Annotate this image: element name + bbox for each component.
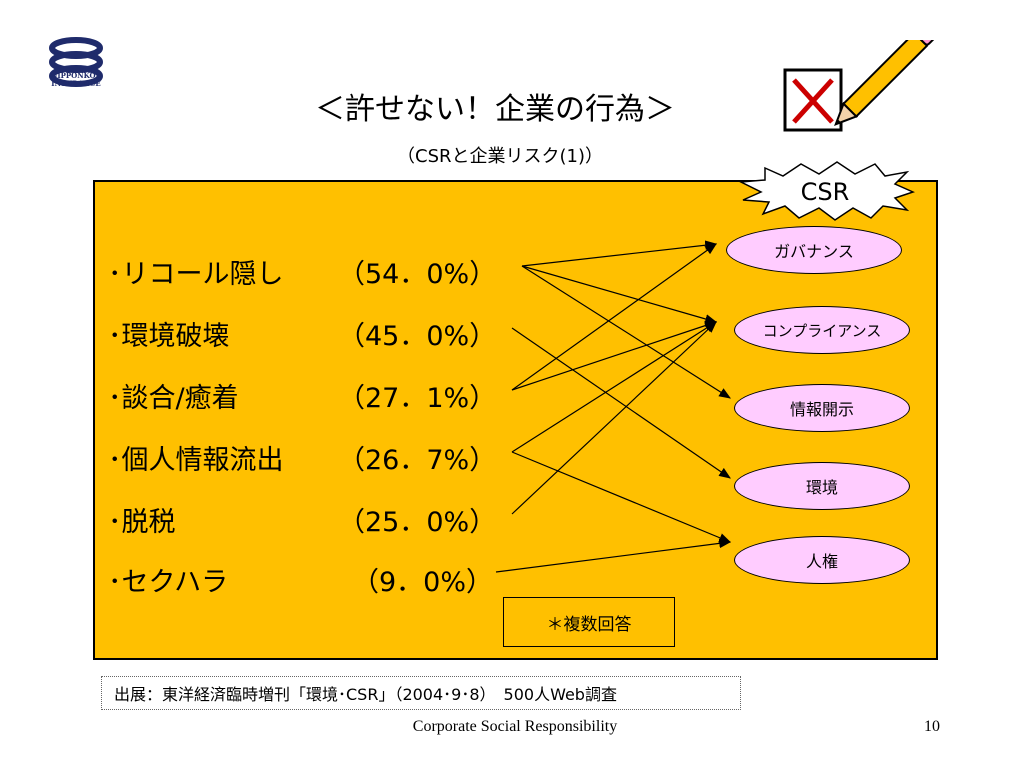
checkbox-cross-pencil-icon — [783, 40, 937, 132]
page-number: 10 — [924, 718, 940, 735]
risk-percent: （25．0%） — [338, 507, 497, 538]
risk-label: ･談合/癒着 — [108, 383, 239, 414]
connector-arrow — [511, 321, 717, 515]
connector-arrow — [511, 327, 731, 479]
company-logo-icon — [49, 37, 103, 87]
category-oval: 情報開示 — [734, 384, 910, 432]
connector-arrow — [521, 265, 732, 399]
footer-text: Corporate Social Responsibility — [412, 718, 618, 735]
category-oval: 人権 — [734, 536, 910, 584]
connector-arrow — [495, 538, 732, 573]
risk-percent: （26．7%） — [338, 445, 497, 476]
risk-percent: （9．0%） — [352, 567, 494, 598]
category-oval: 環境 — [734, 462, 910, 510]
multiple-answers-note: ＊複数回答 — [503, 597, 675, 647]
risk-label: ･脱税 — [108, 507, 176, 538]
risk-label: ･個人情報流出 — [108, 445, 284, 476]
connector-arrow — [511, 451, 732, 543]
risk-label: ･リコール隠し — [108, 259, 284, 290]
source-citation: 出展：東洋経済臨時増刊「環境･CSR」（2004･9･8） 500人Web調査 — [101, 676, 741, 710]
page-title: ＜許せない！企業の行為＞ — [315, 92, 675, 127]
logo-text: NIPPONKOA INSURANCE — [50, 71, 102, 88]
risk-label: ･環境破壊 — [108, 321, 230, 352]
connector-arrow — [521, 240, 718, 267]
category-oval: ガバナンス — [726, 226, 902, 274]
csr-burst-badge: CSR — [738, 161, 915, 221]
risk-percent: （45．0%） — [338, 321, 497, 352]
page-subtitle: （CSRと企業リスク(1)） — [397, 146, 603, 167]
connector-arrow — [511, 243, 717, 391]
risk-percent: （54．0%） — [338, 259, 497, 290]
risk-percent: （27．1%） — [338, 383, 497, 414]
connector-arrow — [511, 320, 718, 391]
risk-label: ･セクハラ — [108, 567, 229, 598]
connector-arrow — [511, 321, 718, 453]
csr-badge-label: CSR — [801, 178, 850, 206]
connector-arrow — [521, 265, 718, 324]
category-oval: コンプライアンス — [734, 306, 910, 354]
